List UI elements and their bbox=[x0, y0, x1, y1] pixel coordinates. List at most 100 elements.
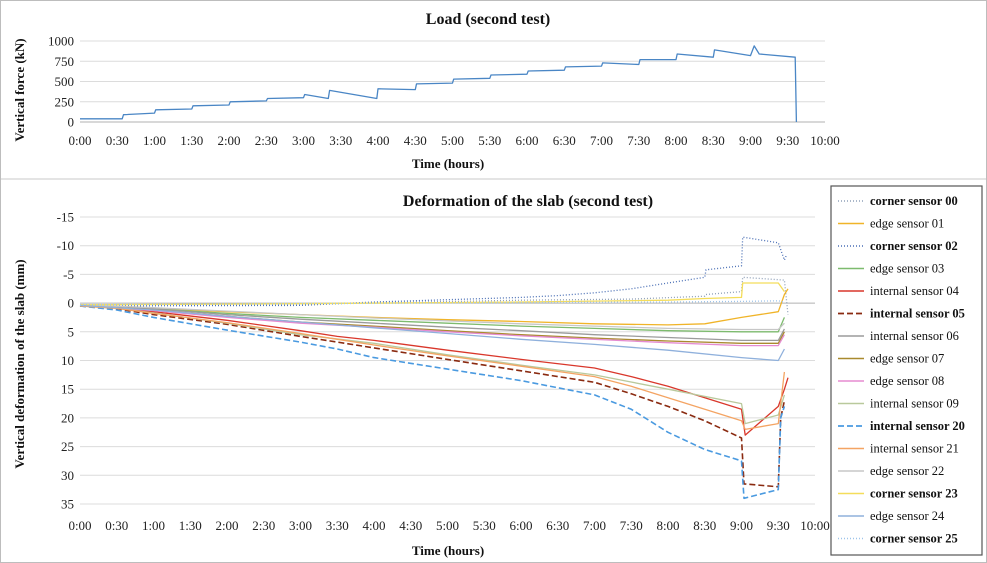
load-chart-title: Load (second test) bbox=[426, 11, 550, 28]
legend-label-edge-sensor-01: edge sensor 01 bbox=[870, 217, 944, 231]
def-x-tick-label: 2:30 bbox=[252, 518, 275, 533]
legend-label-edge-sensor-03: edge sensor 03 bbox=[870, 262, 944, 276]
deformation-chart: Deformation of the slab (second test) -1… bbox=[12, 193, 830, 558]
def-y-tick-label: 5 bbox=[68, 324, 75, 339]
series-line-edge-sensor-08 bbox=[79, 304, 785, 347]
series-line-edge-sensor-24 bbox=[79, 304, 785, 362]
load-x-tick-label: 9:00 bbox=[739, 133, 762, 148]
load-x-tick-label: 10:00 bbox=[810, 133, 840, 148]
def-x-tick-label: 7:00 bbox=[583, 518, 606, 533]
def-x-tick-label: 8:00 bbox=[656, 518, 679, 533]
load-x-tick-label: 4:00 bbox=[366, 133, 389, 148]
legend-label-edge-sensor-08: edge sensor 08 bbox=[870, 374, 944, 388]
legend-label-corner-sensor-25: corner sensor 25 bbox=[870, 532, 958, 546]
legend-label-corner-sensor-00: corner sensor 00 bbox=[870, 194, 958, 208]
load-chart-grid bbox=[80, 40, 825, 123]
deformation-chart-x-axis-title: Time (hours) bbox=[412, 543, 484, 558]
load-x-tick-label: 7:00 bbox=[590, 133, 613, 148]
load-chart-y-ticks: 0 250 500 750 1000 bbox=[48, 34, 74, 130]
load-x-tick-label: 5:30 bbox=[478, 133, 501, 148]
def-x-tick-label: 8:30 bbox=[693, 518, 716, 533]
load-x-tick-label: 0:30 bbox=[106, 133, 129, 148]
load-x-tick-label: 5:00 bbox=[441, 133, 464, 148]
series-line-corner-sensor-25 bbox=[79, 300, 785, 306]
load-y-tick-label: 250 bbox=[55, 94, 75, 109]
series-line-load bbox=[80, 45, 798, 123]
legend-label-corner-sensor-02: corner sensor 02 bbox=[870, 239, 958, 253]
def-y-tick-label: 35 bbox=[61, 497, 74, 512]
deformation-chart-series bbox=[79, 236, 789, 500]
def-x-tick-label: 0:30 bbox=[105, 518, 128, 533]
series-line-corner-sensor-02 bbox=[79, 236, 788, 307]
legend-label-internal-sensor-20: internal sensor 20 bbox=[870, 419, 965, 433]
def-y-tick-label: 10 bbox=[61, 353, 74, 368]
legend-label-corner-sensor-23: corner sensor 23 bbox=[870, 487, 958, 501]
series-line-internal-sensor-04 bbox=[79, 305, 789, 436]
load-x-tick-label: 9:30 bbox=[776, 133, 799, 148]
deformation-chart-y-axis-title: Vertical deformation of the slab (mm) bbox=[12, 259, 27, 468]
load-chart-y-axis-title: Vertical force (kN) bbox=[12, 38, 27, 141]
def-x-tick-label: 3:00 bbox=[289, 518, 312, 533]
deformation-chart-grid bbox=[80, 216, 815, 505]
load-chart-series bbox=[80, 45, 798, 123]
load-x-tick-label: 4:30 bbox=[404, 133, 427, 148]
load-x-tick-label: 6:00 bbox=[515, 133, 538, 148]
def-y-tick-label: 0 bbox=[68, 296, 75, 311]
load-x-tick-label: 3:30 bbox=[329, 133, 352, 148]
series-line-edge-sensor-03 bbox=[79, 305, 785, 333]
load-x-tick-label: 0:00 bbox=[68, 133, 91, 148]
def-x-tick-label: 3:30 bbox=[326, 518, 349, 533]
legend-label-internal-sensor-05: internal sensor 05 bbox=[870, 307, 965, 321]
def-y-tick-label: -10 bbox=[57, 238, 74, 253]
def-y-tick-label: 25 bbox=[61, 439, 74, 454]
legend-label-internal-sensor-04: internal sensor 04 bbox=[870, 284, 960, 298]
def-y-tick-label: 15 bbox=[61, 382, 74, 397]
def-x-tick-label: 10:00 bbox=[800, 518, 830, 533]
load-x-tick-label: 1:30 bbox=[180, 133, 203, 148]
series-line-internal-sensor-06 bbox=[79, 304, 785, 342]
load-y-tick-label: 500 bbox=[55, 74, 75, 89]
legend: corner sensor 00 edge sensor 01 corner sen… bbox=[830, 185, 983, 556]
legend-label-edge-sensor-22: edge sensor 22 bbox=[870, 464, 944, 478]
load-x-tick-label: 2:30 bbox=[255, 133, 278, 148]
legend-label-internal-sensor-06: internal sensor 06 bbox=[870, 329, 959, 343]
legend-label-internal-sensor-09: internal sensor 09 bbox=[870, 397, 959, 411]
load-chart-x-axis-title: Time (hours) bbox=[412, 156, 484, 171]
series-line-internal-sensor-05 bbox=[79, 305, 786, 488]
deformation-chart-x-ticks: 0:00 0:30 1:00 1:30 2:00 2:30 3:00 3:30 4:00 4:30… bbox=[68, 518, 829, 533]
def-x-tick-label: 5:30 bbox=[473, 518, 496, 533]
def-y-tick-label: -5 bbox=[63, 267, 74, 282]
series-line-internal-sensor-20 bbox=[79, 305, 786, 500]
def-x-tick-label: 7:30 bbox=[620, 518, 643, 533]
def-y-tick-label: 20 bbox=[61, 410, 74, 425]
load-x-tick-label: 8:30 bbox=[702, 133, 725, 148]
deformation-chart-title: Deformation of the slab (second test) bbox=[403, 193, 653, 210]
legend-label-edge-sensor-07: edge sensor 07 bbox=[870, 352, 944, 366]
load-x-tick-label: 6:30 bbox=[553, 133, 576, 148]
legend-label-internal-sensor-21: internal sensor 21 bbox=[870, 442, 959, 456]
def-x-tick-label: 2:00 bbox=[215, 518, 238, 533]
def-x-tick-label: 0:00 bbox=[68, 518, 91, 533]
load-x-tick-label: 8:00 bbox=[664, 133, 687, 148]
load-x-tick-label: 1:00 bbox=[143, 133, 166, 148]
load-y-tick-label: 750 bbox=[55, 54, 75, 69]
def-x-tick-label: 4:30 bbox=[399, 518, 422, 533]
legend-items: corner sensor 00 edge sensor 01 corner sen… bbox=[838, 194, 965, 546]
def-y-tick-label: -15 bbox=[57, 210, 74, 225]
def-x-tick-label: 6:30 bbox=[546, 518, 569, 533]
def-x-tick-label: 1:30 bbox=[179, 518, 202, 533]
def-x-tick-label: 5:00 bbox=[436, 518, 459, 533]
def-x-tick-label: 4:00 bbox=[362, 518, 385, 533]
series-line-internal-sensor-21 bbox=[79, 305, 786, 431]
load-x-tick-label: 7:30 bbox=[627, 133, 650, 148]
def-x-tick-label: 9:00 bbox=[730, 518, 753, 533]
deformation-chart-y-ticks: -15 -10 -5 0 5 10 15 20 25 30 35 bbox=[57, 210, 74, 512]
load-y-tick-label: 1000 bbox=[48, 34, 74, 49]
def-x-tick-label: 9:30 bbox=[767, 518, 790, 533]
series-line-edge-sensor-22 bbox=[79, 304, 785, 331]
def-y-tick-label: 30 bbox=[61, 468, 74, 483]
legend-label-edge-sensor-24: edge sensor 24 bbox=[870, 509, 945, 523]
